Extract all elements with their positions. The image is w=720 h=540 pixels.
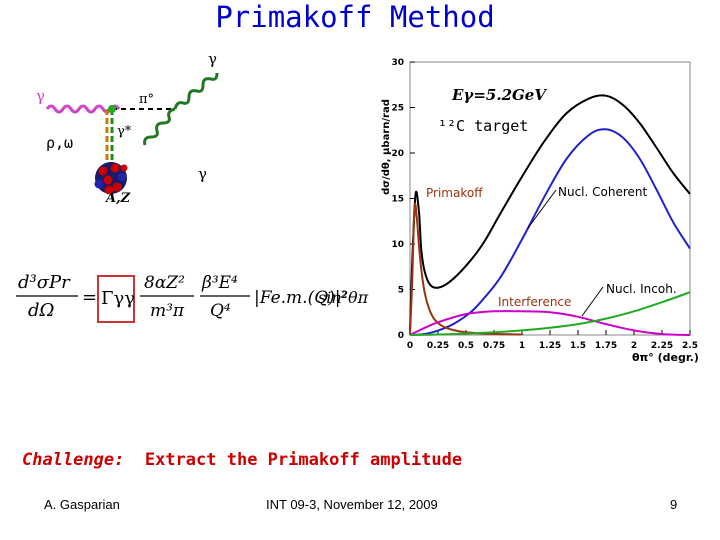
y-tick-label: 10 — [391, 240, 404, 250]
vertex-dot — [108, 105, 116, 113]
challenge-label: Challenge: — [22, 450, 125, 470]
feynman-diagram — [45, 72, 219, 195]
cross-section-formula: d³σPr dΩ = Γγγ 8αZ² m³π β³E⁴ Q⁴ |Fe.m.(Q… — [16, 272, 369, 323]
outgoing-photon-top-line — [173, 72, 219, 110]
nucleus-icon — [94, 162, 128, 195]
y-tick-label: 0 — [398, 331, 404, 341]
series-line-incoherent — [409, 291, 691, 336]
x-tick-label: 0 — [407, 341, 413, 351]
outgoing-photon-bottom-line — [143, 107, 176, 146]
incoherent-label: Nucl. Incoh. — [606, 282, 677, 296]
page-number: 9 — [670, 497, 678, 512]
challenge-statement: Challenge: Extract the Primakoff amplitu… — [22, 450, 462, 470]
footer-author: A. Gasparian — [44, 497, 120, 512]
formula-sin-term: sin²θπ — [318, 288, 369, 307]
formula-lhs-numerator: d³σPr — [18, 272, 71, 293]
x-tick-label: 0.25 — [427, 341, 449, 351]
series-line-interference — [409, 310, 691, 336]
primakoff-label: Primakoff — [426, 186, 483, 200]
challenge-text: Extract the Primakoff amplitude — [144, 450, 463, 470]
x-tick-label: 1 — [519, 341, 525, 351]
incoherent-pointer — [581, 286, 604, 317]
x-tick-label: 2 — [631, 341, 637, 351]
x-tick-label: 1.5 — [570, 341, 586, 351]
exchange-label: ρ,ω — [46, 134, 74, 152]
cross-section-chart: 0 0.25 0.5 0.75 1 1.25 1.5 1.75 2 2.25 2.5 0 5 10 15 20… — [381, 58, 699, 364]
interference-label: Interference — [498, 295, 571, 309]
gamma-width-box — [97, 275, 135, 323]
nucleus-label: A,Z — [106, 191, 131, 206]
footer-event: INT 09-3, November 12, 2009 — [266, 497, 438, 512]
y-tick-label: 30 — [391, 58, 404, 68]
formula-frac1-numerator: 8αZ² — [144, 273, 185, 293]
formula-frac2-denominator: Q⁴ — [210, 301, 231, 321]
y-tick-label: 5 — [398, 286, 404, 296]
slide-title: Primakoff Method — [215, 0, 495, 34]
formula-form-factor: |Fe.m.(Q)|² — [254, 288, 348, 308]
pion-label: π° — [139, 92, 155, 107]
coherent-pointer — [527, 189, 557, 229]
x-tick-label: 0.75 — [483, 341, 505, 351]
y-tick-label: 15 — [391, 195, 404, 205]
virtual-photon-label: γ* — [117, 124, 132, 139]
formula-frac1-denominator: m³π — [150, 301, 185, 321]
series-line-coherent — [409, 128, 691, 336]
y-axis-label: dσ/dθ, μbarn/rad — [381, 99, 392, 195]
x-tick-label: 1.25 — [539, 341, 561, 351]
gamma-out-top-label: γ — [208, 50, 217, 68]
target-annotation: ¹²C target — [438, 117, 528, 135]
energy-annotation: Eγ=5.2GeV — [451, 86, 547, 104]
svg-text:=: = — [82, 287, 97, 308]
x-tick-label: 2.5 — [682, 341, 698, 351]
x-tick-label: 0.5 — [458, 341, 474, 351]
y-tick-label: 20 — [391, 149, 404, 159]
series-line-total — [409, 94, 691, 331]
coherent-label: Nucl. Coherent — [558, 185, 648, 199]
x-axis-label: θπ° (degr.) — [632, 351, 699, 364]
formula-lhs-denominator: dΩ — [28, 300, 55, 321]
formula-frac2-numerator: β³E⁴ — [201, 273, 238, 293]
x-tick-label: 1.75 — [595, 341, 617, 351]
x-tick-label: 2.25 — [651, 341, 673, 351]
formula-gamma-width: Γγγ — [101, 288, 135, 309]
gamma-out-bottom-label: γ — [198, 165, 207, 183]
y-tick-label: 25 — [391, 104, 404, 114]
gamma-in-label: γ — [36, 87, 45, 105]
